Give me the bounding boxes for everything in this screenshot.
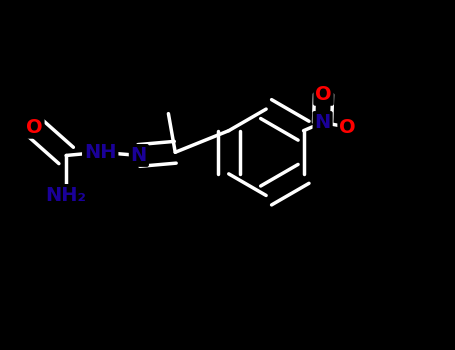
Text: O: O	[339, 118, 356, 136]
Text: NH: NH	[84, 143, 116, 162]
Text: O: O	[26, 118, 43, 137]
Text: O: O	[315, 85, 332, 104]
Text: N: N	[131, 146, 147, 165]
Text: N: N	[314, 113, 331, 132]
Text: NH₂: NH₂	[46, 186, 86, 205]
